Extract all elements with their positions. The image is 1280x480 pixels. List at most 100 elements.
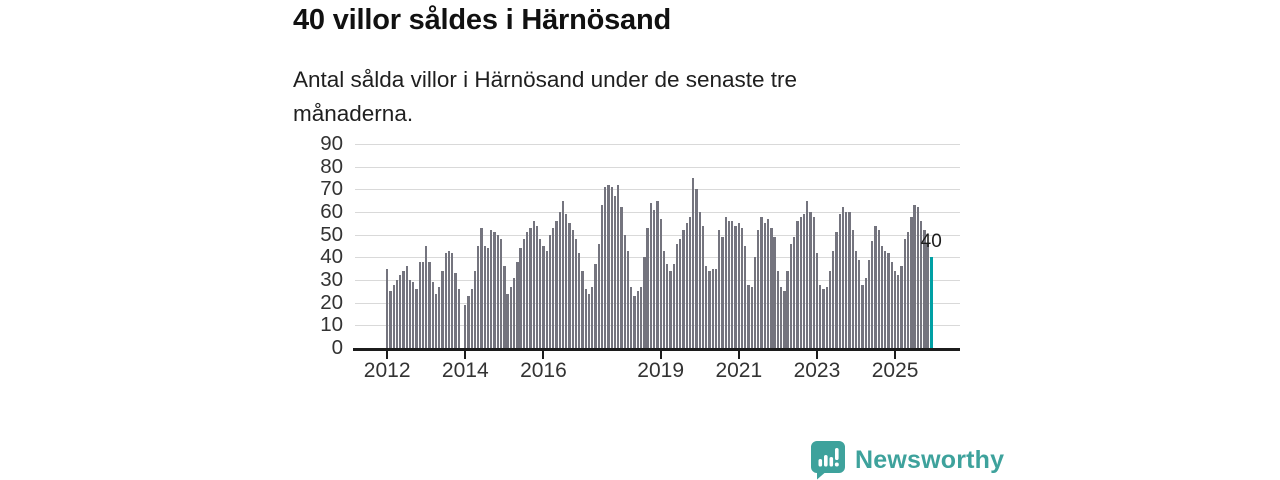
bar xyxy=(512,277,516,348)
bar xyxy=(916,207,920,348)
bar xyxy=(441,270,444,348)
bar xyxy=(890,261,893,348)
bar xyxy=(408,280,412,348)
bar xyxy=(867,259,871,348)
bar xyxy=(871,241,874,348)
y-tick-label: 50 xyxy=(320,222,343,246)
bar xyxy=(770,227,773,348)
bar xyxy=(415,289,418,348)
bar xyxy=(399,275,402,348)
bar xyxy=(418,261,421,348)
bar xyxy=(493,232,496,348)
bar xyxy=(561,200,565,348)
brand-logo: Newsworthy xyxy=(810,440,1004,480)
bar xyxy=(688,216,692,348)
x-tick-label: 2016 xyxy=(520,359,567,382)
y-tick-label: 90 xyxy=(320,132,343,155)
bar xyxy=(649,202,653,348)
x-tick xyxy=(737,351,740,359)
bar xyxy=(486,248,490,348)
y-tick-label: 0 xyxy=(331,336,343,359)
bar xyxy=(919,221,923,348)
x-tick xyxy=(659,351,662,359)
bar xyxy=(711,268,714,348)
bar xyxy=(832,250,835,348)
bar xyxy=(897,275,900,348)
bar xyxy=(926,243,929,348)
x-tick-label: 2025 xyxy=(871,359,919,382)
bar xyxy=(675,243,679,348)
bar xyxy=(597,243,600,348)
bar xyxy=(499,239,503,348)
x-tick xyxy=(464,351,467,359)
bar xyxy=(405,266,408,348)
bar xyxy=(701,225,705,348)
bar xyxy=(630,286,633,348)
bar xyxy=(552,227,555,348)
x-tick-label: 2023 xyxy=(793,359,841,382)
bar xyxy=(428,261,431,348)
bar xyxy=(672,264,675,348)
bar xyxy=(760,216,763,348)
bar xyxy=(724,216,727,348)
bar xyxy=(864,277,867,348)
bar xyxy=(799,216,802,348)
bar xyxy=(731,221,734,348)
x-tick xyxy=(542,351,545,359)
bar xyxy=(802,214,806,348)
bar xyxy=(695,189,698,348)
bar xyxy=(669,270,672,348)
bar xyxy=(662,250,666,348)
bar xyxy=(783,291,786,348)
bar xyxy=(838,214,841,348)
bar xyxy=(402,270,405,348)
bar xyxy=(425,246,428,348)
bar xyxy=(539,239,542,348)
bar xyxy=(900,266,903,348)
bar xyxy=(910,216,913,348)
bar xyxy=(874,225,877,348)
bar xyxy=(841,207,845,348)
bar xyxy=(496,234,499,348)
bar xyxy=(819,284,822,348)
bar xyxy=(594,264,597,348)
bar xyxy=(740,227,744,348)
bar xyxy=(587,293,591,348)
bar xyxy=(906,232,910,348)
bar xyxy=(529,227,532,348)
bar xyxy=(506,293,509,348)
bar xyxy=(434,293,438,348)
bar xyxy=(542,246,545,348)
bar xyxy=(806,200,809,348)
bar xyxy=(639,286,643,348)
bar xyxy=(451,252,454,348)
bar xyxy=(763,223,766,348)
bar xyxy=(610,187,613,348)
bar xyxy=(477,246,480,348)
gridline xyxy=(355,144,960,145)
bar-chart-speech-bubble-icon xyxy=(810,440,846,480)
x-tick xyxy=(386,351,389,359)
bar xyxy=(438,286,441,348)
bar xyxy=(568,223,571,348)
bar xyxy=(646,227,649,348)
bar xyxy=(737,223,740,348)
bar xyxy=(757,230,760,348)
bar xyxy=(714,268,718,348)
bar xyxy=(620,207,623,348)
bar xyxy=(516,261,519,348)
bar xyxy=(581,270,584,348)
bar xyxy=(535,225,539,348)
bar xyxy=(522,239,526,348)
bar xyxy=(786,270,789,348)
chart-subtitle: Antal sålda villor i Härnösand under de … xyxy=(293,67,798,126)
gridline xyxy=(355,166,960,168)
page-title: 40 villor såldes i Härnösand xyxy=(293,4,671,36)
x-tick xyxy=(894,351,897,359)
bar xyxy=(776,270,780,348)
bar xyxy=(789,243,793,348)
bar xyxy=(666,264,669,348)
bar xyxy=(454,273,457,348)
bar xyxy=(558,212,561,348)
bar xyxy=(822,289,825,348)
